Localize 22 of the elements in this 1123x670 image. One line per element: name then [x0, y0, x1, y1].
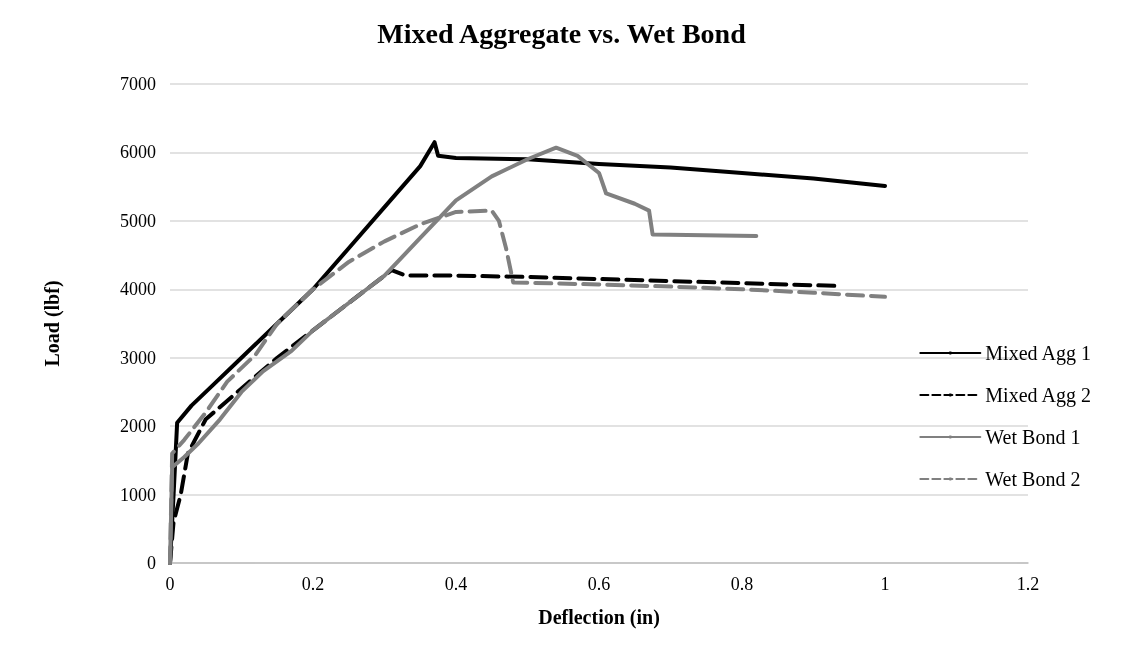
legend-label: Mixed Agg 1 [985, 342, 1091, 365]
x-tick-label: 0.8 [730, 574, 754, 594]
y-tick-label: 4000 [120, 279, 156, 300]
chart-title: Mixed Aggregate vs. Wet Bond [377, 17, 747, 49]
y-tick-label: 7000 [120, 74, 156, 94]
x-tick-label: 0.4 [444, 574, 468, 594]
x-tick-label: 0 [165, 574, 175, 594]
y-tick-label: 5000 [120, 210, 156, 231]
y-tick-label: 2000 [120, 416, 156, 437]
x-axis-title: Deflection (in) [538, 606, 660, 629]
y-tick-label: 1000 [120, 484, 156, 505]
x-tick-label: 0.2 [301, 574, 325, 594]
x-tick-label: 0.6 [587, 574, 611, 594]
y-axis-title: Load (lbf) [41, 280, 64, 367]
legend-label: Mixed Agg 2 [985, 384, 1091, 407]
y-tick-label: 3000 [120, 347, 156, 368]
y-tick-label: 0 [147, 553, 156, 573]
x-tick-label: 1.2 [1016, 574, 1040, 594]
y-tick-label: 6000 [120, 142, 156, 163]
legend-label: Wet Bond 2 [985, 468, 1081, 490]
x-tick-label: 1 [880, 574, 890, 594]
legend-label: Wet Bond 1 [985, 426, 1081, 448]
